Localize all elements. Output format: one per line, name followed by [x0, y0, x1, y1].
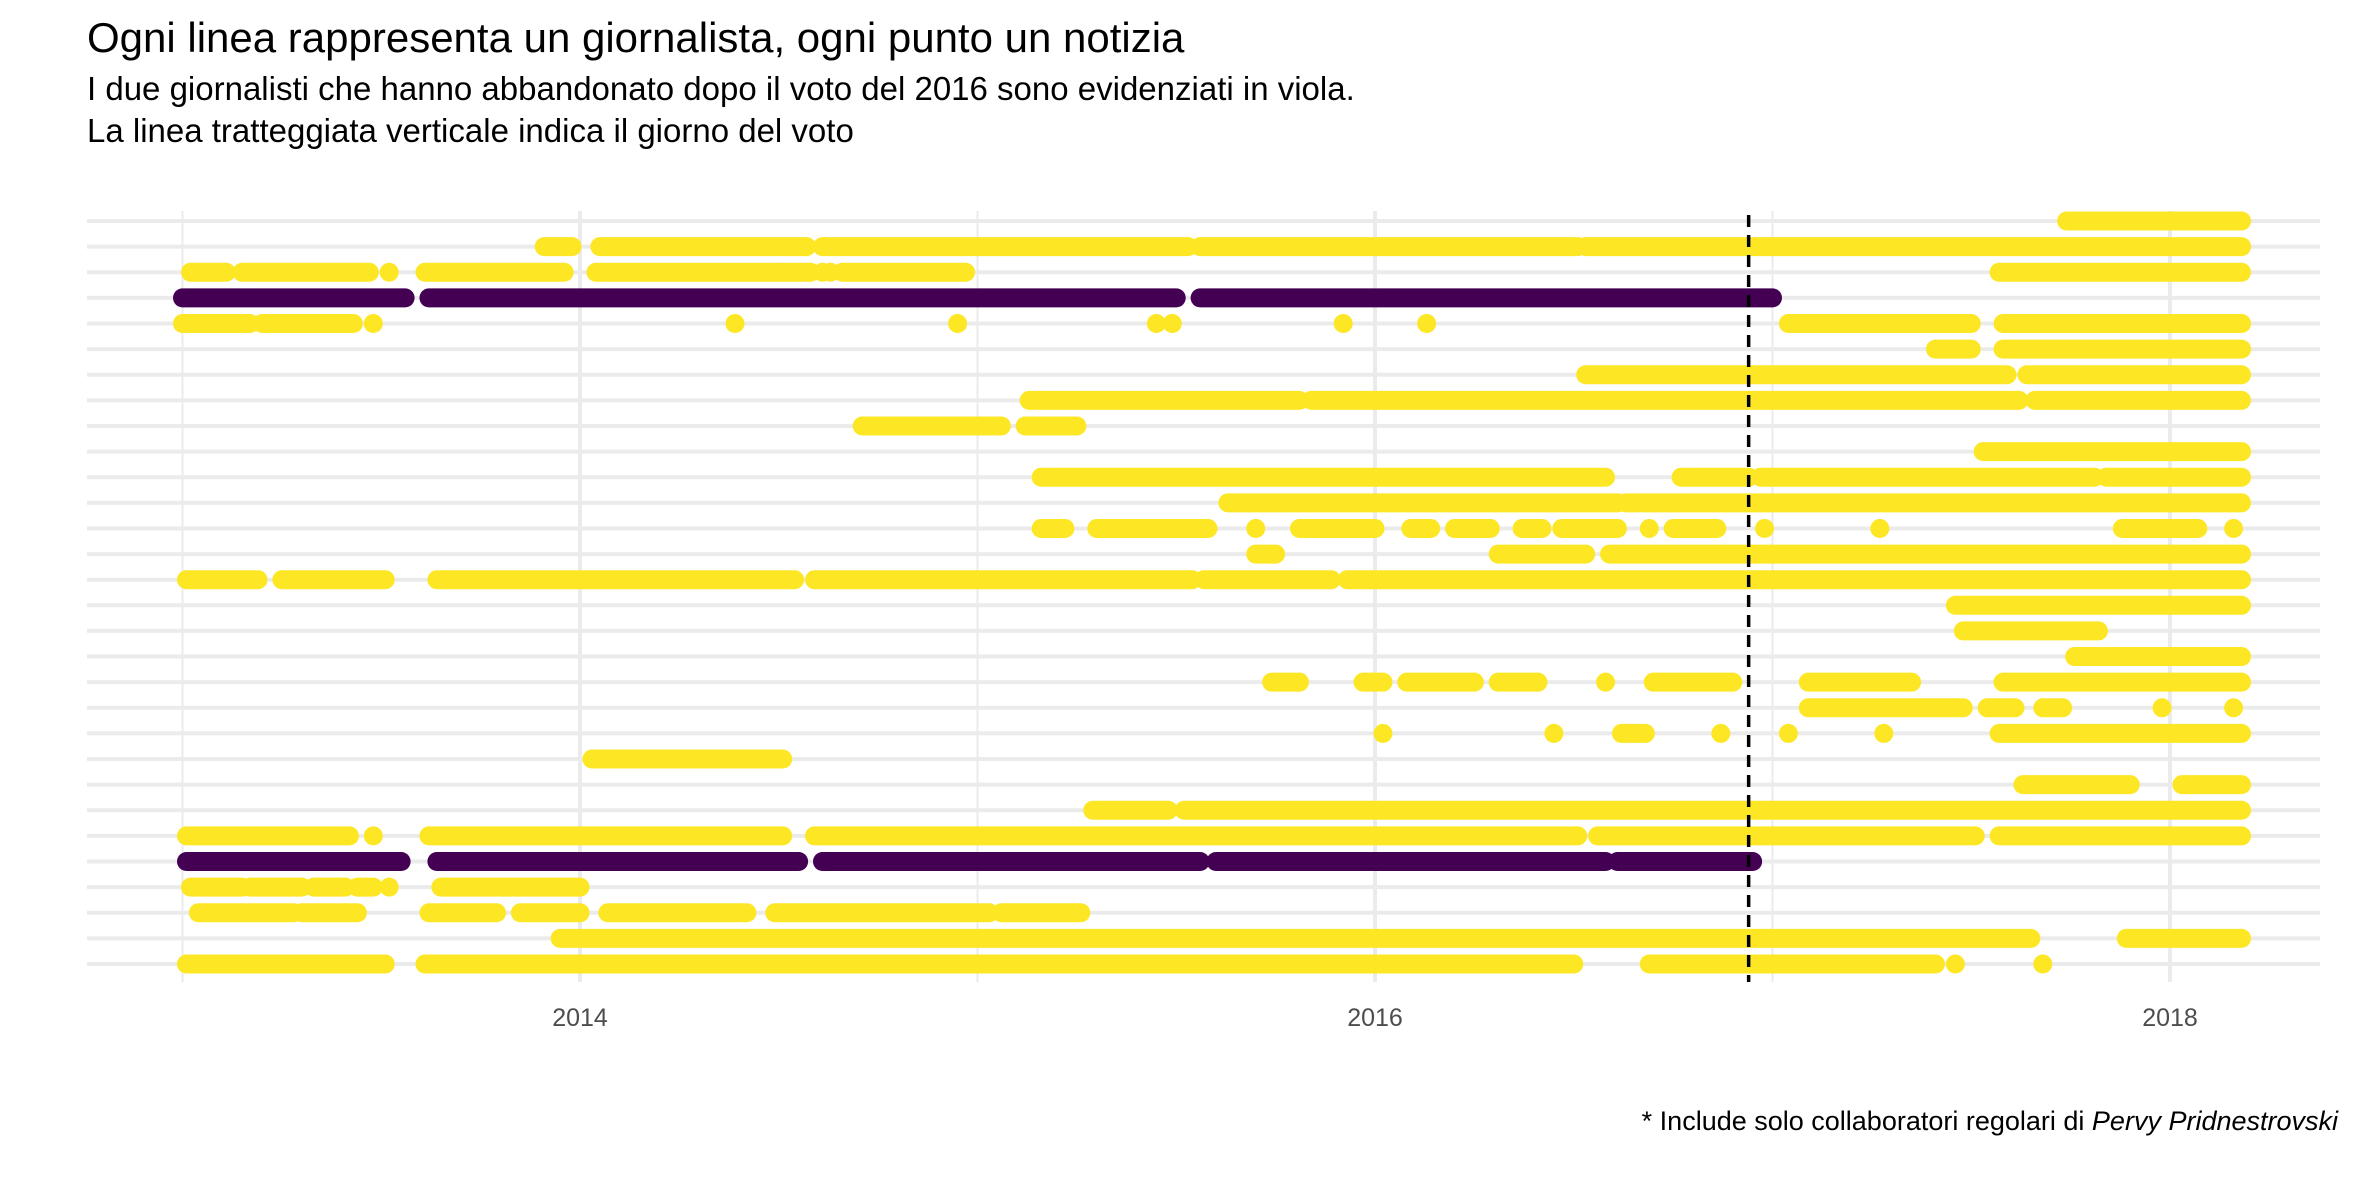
news-point [363, 313, 383, 333]
news-point [1945, 954, 1965, 974]
news-point [1544, 723, 1564, 743]
news-point [1778, 723, 1798, 743]
news-point [1596, 672, 1616, 692]
news-point [1639, 518, 1659, 538]
news-point [1246, 518, 1266, 538]
news-point [1146, 313, 1166, 333]
news-point [1373, 723, 1393, 743]
caption-source: Pervy Pridnestrovski [2091, 1106, 2338, 1136]
news-point [1333, 313, 1353, 333]
news-point [379, 262, 399, 282]
chart-subtitle-line-2: La linea tratteggiata verticale indica i… [87, 112, 854, 149]
chart-subtitle-line-1: I due giornalisti che hanno abbandonato … [87, 70, 1355, 107]
news-point [2033, 954, 2053, 974]
news-point [1870, 518, 1890, 538]
news-point [1711, 723, 1731, 743]
news-point [1162, 313, 1182, 333]
news-point [820, 262, 840, 282]
news-point [379, 877, 399, 897]
x-tick-label: 2018 [2142, 1004, 2198, 1032]
news-point [2224, 518, 2244, 538]
chart-title: Ogni linea rappresenta un giornalista, o… [87, 14, 1185, 61]
news-point [2224, 698, 2244, 718]
news-point [1755, 518, 1775, 538]
chart-caption: * Include solo collaboratori regolari di… [1642, 1106, 2338, 1137]
news-point [2152, 698, 2172, 718]
x-tick-label: 2014 [552, 1004, 608, 1032]
news-point [363, 826, 383, 846]
x-tick-label: 2016 [1347, 1004, 1403, 1032]
caption-text: * Include solo collaboratori regolari di [1641, 1106, 2092, 1136]
news-point [1417, 313, 1437, 333]
news-point [948, 313, 968, 333]
news-point [725, 313, 745, 333]
news-point [1874, 723, 1894, 743]
